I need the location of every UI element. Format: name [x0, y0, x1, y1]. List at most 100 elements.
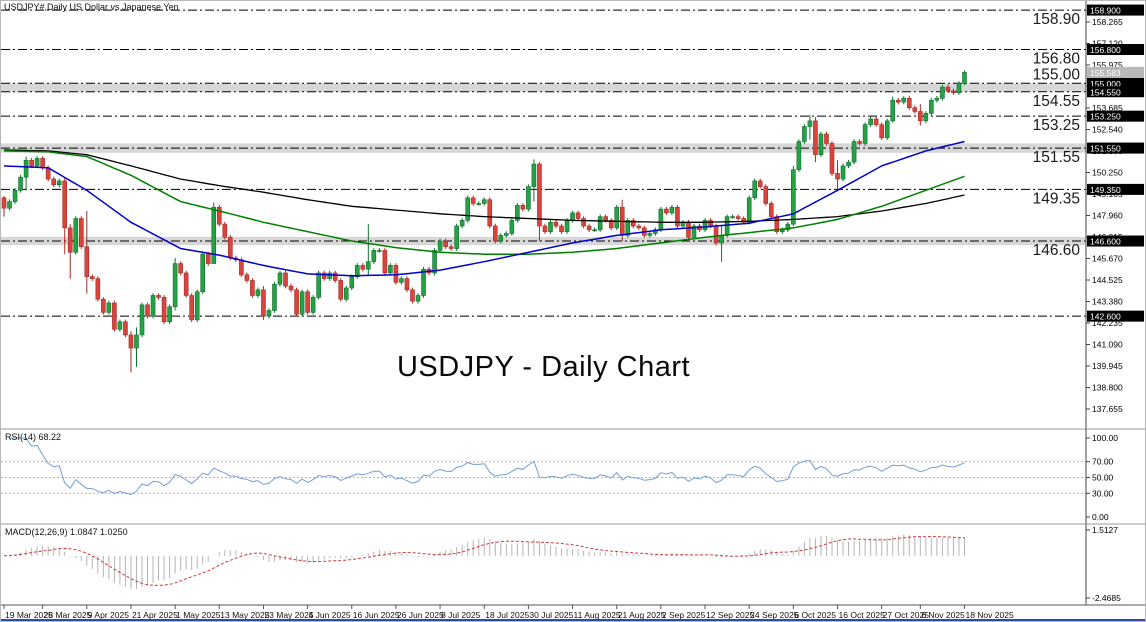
rsi-axis-label: 0.00: [1092, 512, 1109, 522]
price-tick-label: 153.685: [1092, 103, 1123, 113]
ma-fast-blue: [3, 140, 965, 277]
price-level-tag: 151.550: [1090, 144, 1121, 154]
date-label: 16 Oct 2025: [839, 610, 886, 620]
date-label: 23 May 2025: [264, 610, 313, 620]
candle-bullish: [117, 321, 123, 330]
rsi-axis-label: 50.00: [1092, 473, 1114, 483]
candle-bearish: [156, 295, 161, 298]
candle-bearish: [835, 173, 840, 180]
candle-bearish: [586, 225, 592, 231]
candle-bearish: [283, 272, 288, 287]
price-tick-label: 137.655: [1092, 404, 1123, 414]
price-tick-label: 139.945: [1092, 361, 1123, 371]
candle-bearish: [735, 216, 741, 219]
date-label: 18 Nov 2025: [965, 610, 1013, 620]
date-label: 1 May 2025: [176, 610, 221, 620]
candle-bullish: [625, 220, 631, 236]
date-label: 18 Jul 2025: [485, 610, 529, 620]
candle-bearish: [67, 227, 73, 253]
ma-medium-green: [3, 150, 965, 255]
candle-bullish: [18, 176, 23, 191]
level-annotation: 146.60: [1033, 242, 1081, 259]
candle-bullish: [526, 186, 531, 210]
candle-bullish: [327, 272, 332, 279]
candle-bullish: [846, 161, 851, 167]
candle-bullish: [150, 295, 156, 317]
price-level-tag: 156.800: [1090, 45, 1121, 55]
candle-bullish: [890, 99, 896, 122]
date-label: 27 Oct 2025: [883, 610, 930, 620]
candle-bearish: [62, 180, 68, 229]
date-label: 8 Jul 2025: [441, 610, 480, 620]
date-label: 11 Aug 2025: [574, 610, 621, 620]
candle-bullish: [791, 169, 796, 225]
rsi-panel-surface[interactable]: [1, 429, 1086, 524]
window-bottom-border: [1, 619, 1145, 621]
current-price-tag: 155.583: [1090, 68, 1121, 78]
candle-bearish: [112, 302, 117, 330]
candle-bullish: [647, 233, 653, 236]
price-level-tag-bg: [1087, 235, 1144, 247]
date-label: 21 Apr 2025: [132, 610, 178, 620]
candle-bullish: [929, 99, 934, 114]
date-label: 30 Jul 2025: [529, 610, 573, 620]
candle-bullish: [454, 225, 459, 249]
candle-bearish: [1, 197, 7, 209]
price-tick-label: 142.235: [1092, 318, 1123, 328]
candle-bearish: [520, 205, 526, 210]
candle-bearish: [145, 304, 150, 317]
candle-bearish: [895, 99, 901, 103]
chart-symbol-title: USDJPY#,Daily US Dollar vs Japanese Yen: [4, 2, 179, 12]
candle-bullish: [7, 201, 12, 209]
candle-bullish: [172, 263, 178, 308]
candle-bullish: [106, 302, 112, 313]
price-level-tag-bg: [1087, 44, 1144, 56]
candle-bearish: [581, 218, 586, 227]
candle-bullish: [807, 120, 813, 127]
candle-bullish: [802, 126, 807, 142]
price-level-tag-bg: [1087, 310, 1144, 322]
candle-bullish: [956, 83, 962, 93]
candle-bearish: [813, 120, 818, 155]
candle-bullish: [515, 205, 520, 221]
macd-axis-label: -2.4685: [1092, 593, 1121, 603]
candle-bearish: [763, 186, 769, 204]
candle-bullish: [669, 206, 675, 214]
ma-slow-black: [3, 149, 965, 223]
candle-bearish: [664, 208, 669, 214]
candle-bearish: [216, 206, 222, 225]
candle-bearish: [768, 203, 774, 217]
price-tick-label: 152.540: [1092, 124, 1123, 134]
candle-bullish: [884, 120, 890, 139]
candle-bullish: [349, 276, 355, 289]
candle-bullish: [691, 225, 697, 238]
price-axis-bg[interactable]: [1086, 1, 1146, 605]
candle-bullish: [465, 197, 470, 221]
price-tick-label: 155.975: [1092, 60, 1123, 70]
candle-bearish: [101, 298, 106, 313]
candle-bearish: [630, 220, 636, 227]
candle-bearish: [338, 280, 344, 300]
candle-bearish: [95, 278, 101, 300]
candle-bullish: [432, 250, 437, 274]
candle-bullish: [818, 133, 824, 155]
candle-bearish: [244, 274, 250, 281]
candle-bullish: [548, 221, 553, 232]
sr-zone: [1, 83, 1086, 92]
macd-panel-surface[interactable]: [1, 524, 1086, 605]
candle-bullish: [343, 287, 349, 300]
candle-bullish: [12, 190, 18, 202]
candle-bearish: [559, 225, 564, 232]
price-level-tag: 153.250: [1090, 112, 1121, 122]
candle-bullish: [277, 272, 283, 285]
level-annotation: 154.55: [1033, 93, 1080, 110]
candle-bearish: [492, 225, 498, 242]
candle-bullish: [139, 304, 145, 336]
sr-zone: [1, 236, 1086, 246]
price-tick-label: 145.670: [1092, 253, 1123, 263]
rsi-axis-label: 100.00: [1092, 433, 1118, 443]
price-tick-label: 150.250: [1092, 167, 1123, 177]
candle-bearish: [675, 206, 680, 227]
candle-bullish: [200, 253, 206, 293]
